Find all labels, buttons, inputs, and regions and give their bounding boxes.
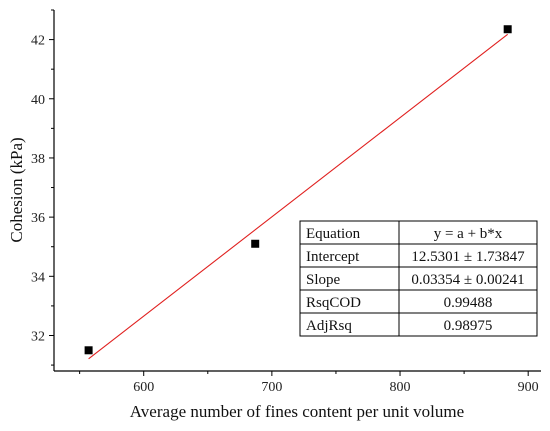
y-tick-label: 40 — [31, 93, 45, 108]
x-tick-label: 700 — [261, 380, 282, 395]
y-tick-label: 32 — [31, 329, 45, 344]
stats-row-label: RsqCOD — [306, 295, 361, 311]
stats-row-value: 0.98975 — [444, 318, 493, 334]
stats-row-label: Intercept — [306, 249, 360, 265]
stats-table-frame — [299, 220, 538, 337]
stats-table: Equation y = a + b*x Intercept 12.5301 ± 1.… — [299, 220, 538, 337]
data-point — [84, 346, 93, 355]
data-point — [503, 25, 512, 34]
stats-row-value: 12.5301 ± 1.73847 — [411, 249, 525, 265]
stats-row-value: 0.99488 — [444, 295, 493, 311]
stats-row-value: y = a + b*x — [434, 226, 503, 242]
stats-row-label: Slope — [306, 272, 341, 288]
x-axis-title: Average number of fines content per unit… — [130, 402, 464, 421]
y-axis-title: Cohesion (kPa) — [7, 137, 26, 242]
stats-row-value: 0.03354 ± 0.00241 — [411, 272, 524, 288]
fit-line — [88, 33, 509, 360]
data-point — [251, 239, 260, 248]
fit-line-group — [88, 33, 509, 360]
stats-row-label: Equation — [306, 226, 361, 242]
y-tick-label: 36 — [31, 211, 45, 226]
axes — [53, 10, 541, 372]
x-tick-label: 600 — [133, 380, 154, 395]
ticks: 600 700 800 900 32 34 36 38 40 42 — [31, 9, 539, 395]
y-tick-label: 34 — [31, 270, 45, 285]
y-tick-label: 38 — [31, 152, 45, 167]
x-tick-label: 900 — [518, 380, 539, 395]
x-tick-label: 800 — [390, 380, 411, 395]
stats-row-label: AdjRsq — [306, 318, 352, 334]
y-tick-label: 42 — [31, 34, 45, 49]
data-points — [84, 25, 512, 355]
